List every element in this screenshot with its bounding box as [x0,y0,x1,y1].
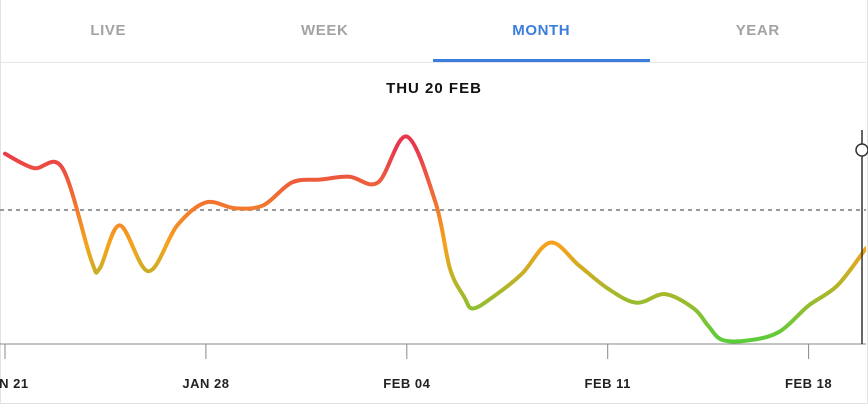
x-tick-label: JAN 28 [182,376,229,391]
tab-month[interactable]: MONTH [433,0,650,62]
chart-title: THU 20 FEB [386,80,482,97]
chart-cursor[interactable] [855,130,868,344]
timeframe-tabs: LIVE WEEK MONTH YEAR [0,0,866,63]
x-tick-label: FEB 04 [383,376,430,391]
x-tick-label: FEB 11 [585,376,631,391]
tab-year[interactable]: YEAR [735,22,780,39]
x-tick-label: FEB 18 [785,376,832,391]
cursor-handle[interactable] [855,143,868,157]
tab-week[interactable]: WEEK [301,22,349,39]
x-tick-label: JAN 21 [0,376,29,391]
data-series-line [3,134,866,344]
tab-live[interactable]: LIVE [90,22,127,39]
